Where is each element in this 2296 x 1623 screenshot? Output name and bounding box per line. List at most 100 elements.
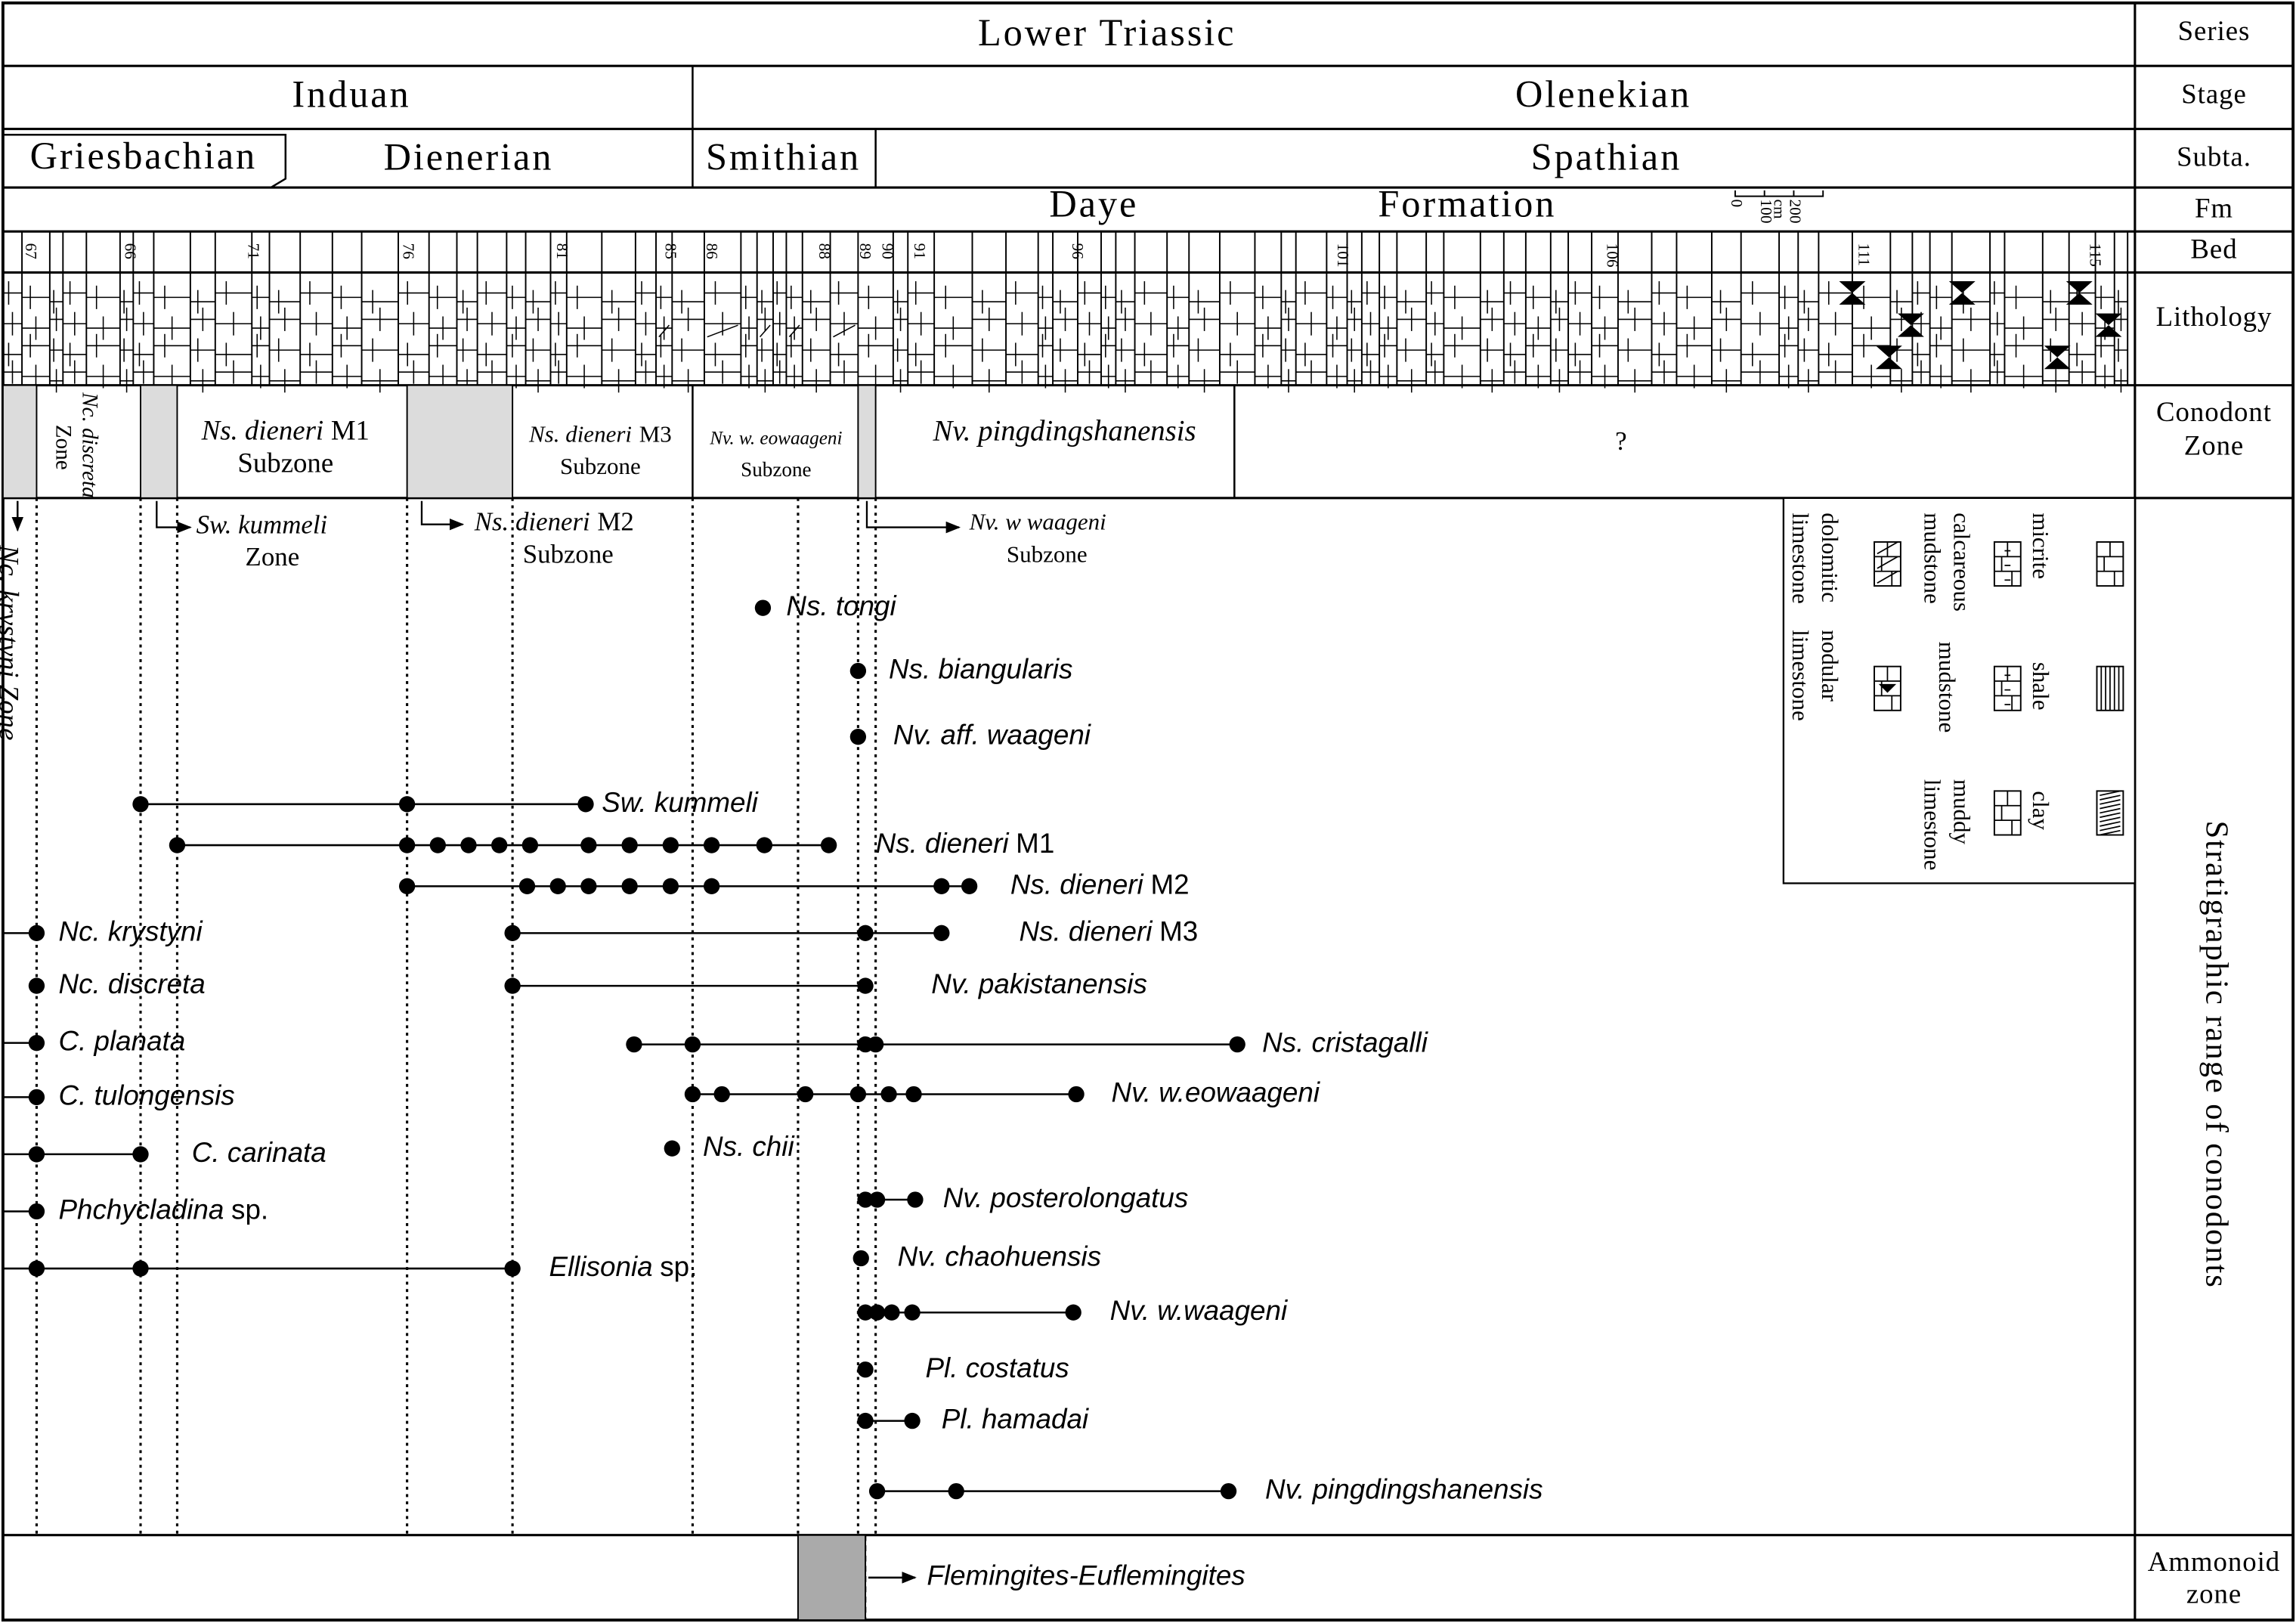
nodule xyxy=(2044,345,2071,370)
occurrence xyxy=(883,1304,900,1321)
occurrence xyxy=(857,1361,874,1378)
species-name: Phchycladina xyxy=(58,1194,224,1225)
species-name: Pl. hamadai xyxy=(942,1403,1089,1434)
zone-taxon: Ns. dieneri xyxy=(474,507,590,537)
occurrence xyxy=(933,925,950,941)
row-label: Lithology xyxy=(2156,301,2273,332)
species-label: Nv. chaohuensis xyxy=(898,1240,1101,1271)
substage: Spathian xyxy=(1531,136,1682,178)
bed-number: 90 xyxy=(878,243,896,259)
species-name: Ns. tongi xyxy=(786,590,896,621)
occurrence xyxy=(662,837,679,853)
legend-label: muddy xyxy=(1948,779,1975,845)
species-label: Ns. biangularis xyxy=(889,653,1072,684)
occurrence xyxy=(504,1260,521,1277)
legend-symbol-line xyxy=(2100,794,2121,801)
nodule xyxy=(2095,313,2122,337)
occurrence xyxy=(880,1086,897,1103)
zone-gap xyxy=(406,384,514,499)
legend-symbol xyxy=(1874,665,1901,711)
zone-name: Ns. dieneri M1 xyxy=(201,415,370,446)
legend-symbol xyxy=(1993,665,2022,711)
bed-number: 67 xyxy=(22,243,40,260)
occurrence xyxy=(662,878,679,894)
occurrence xyxy=(713,1086,730,1103)
dolomite-mark xyxy=(833,324,856,338)
occurrence xyxy=(857,1304,874,1321)
bed-number: 106 xyxy=(1603,243,1621,268)
legend-label: calcareous xyxy=(1948,513,1975,612)
row-label: Stage xyxy=(2181,78,2247,109)
legend-label: clay xyxy=(2028,791,2054,830)
zone-taxon: Nv. w waageni xyxy=(969,509,1106,535)
species-label: Ns. chii xyxy=(703,1131,794,1162)
legend-symbol-line xyxy=(2100,803,2121,810)
species-name: Ns. biangularis xyxy=(889,653,1072,684)
occurrence xyxy=(820,837,837,853)
formation: Daye xyxy=(1049,183,1138,225)
legend-label: micrite xyxy=(2028,513,2054,579)
occurrence xyxy=(28,925,45,941)
zone-gap xyxy=(857,384,877,499)
legend-symbol-line xyxy=(2100,812,2121,819)
zone-rank: Zone xyxy=(246,542,300,571)
occurrence xyxy=(132,1260,149,1277)
zone-taxon: Ns. dieneri xyxy=(201,415,323,446)
occurrence xyxy=(491,837,508,853)
species-label: Phchycladina sp. xyxy=(58,1194,268,1225)
species-label: Pl. costatus xyxy=(926,1352,1069,1383)
zone-taxon: Nv. pingdingshanensis xyxy=(933,414,1196,447)
occurrence xyxy=(460,837,477,853)
species-label: Sw. kummeli xyxy=(602,787,758,818)
bed-number: 96 xyxy=(1069,243,1087,260)
legend-label: limestone xyxy=(1920,779,1946,871)
occurrence xyxy=(518,878,536,894)
occurrence xyxy=(398,796,416,813)
zone-name: Nv. pingdingshanensis xyxy=(933,414,1196,447)
dolomite-mark xyxy=(658,324,670,338)
occurrence xyxy=(580,837,597,853)
species-name: Nv. chaohuensis xyxy=(898,1240,1101,1271)
zone-gap xyxy=(2,384,38,499)
series: Lower Triassic xyxy=(978,11,1236,54)
species-label: Nv. pakistanensis xyxy=(931,968,1147,999)
occurrence xyxy=(28,1203,45,1220)
legend-symbol xyxy=(1993,790,2022,836)
occurrence xyxy=(904,1412,921,1429)
species-name: C. planata xyxy=(58,1025,185,1056)
occurrence xyxy=(756,837,773,853)
occurrence xyxy=(169,837,186,853)
zone-rank: Subzone xyxy=(560,453,641,479)
species-label: Nc. krystyni xyxy=(58,915,203,946)
occurrence xyxy=(504,977,521,994)
row-label: Ammonoid xyxy=(2148,1546,2280,1577)
species-name: Nv. aff. waageni xyxy=(893,719,1091,750)
scale-label: 0 xyxy=(1728,200,1746,208)
species-name: Sw. kummeli xyxy=(602,787,758,818)
legend-nodule xyxy=(1878,683,1897,693)
zone-annotation: Ns. dieneri M2 xyxy=(474,507,634,537)
species-name: Ns. dieneri xyxy=(1010,869,1144,900)
occurrence xyxy=(132,1146,149,1163)
occurrence xyxy=(684,1086,701,1103)
occurrence xyxy=(948,1482,964,1500)
legend-symbol-line xyxy=(1877,570,1898,584)
legend-symbol-line xyxy=(2100,825,2121,832)
bed-number: 115 xyxy=(2087,243,2105,267)
occurrence xyxy=(849,662,867,680)
legend-symbol xyxy=(1993,540,2022,587)
row-label: Conodont xyxy=(2156,396,2272,427)
scale-bar xyxy=(1734,190,1824,197)
row-label: Series xyxy=(2178,15,2251,46)
bed-number: 85 xyxy=(662,243,680,259)
legend-label: limestone xyxy=(1787,630,1814,721)
occurrence xyxy=(664,1140,680,1157)
occurrence xyxy=(1065,1304,1081,1321)
zone-rank: Subzone xyxy=(523,539,614,568)
occurrence xyxy=(905,1086,922,1103)
species-label: Ellisonia sp. xyxy=(549,1251,698,1282)
stage: Olenekian xyxy=(1515,73,1691,115)
